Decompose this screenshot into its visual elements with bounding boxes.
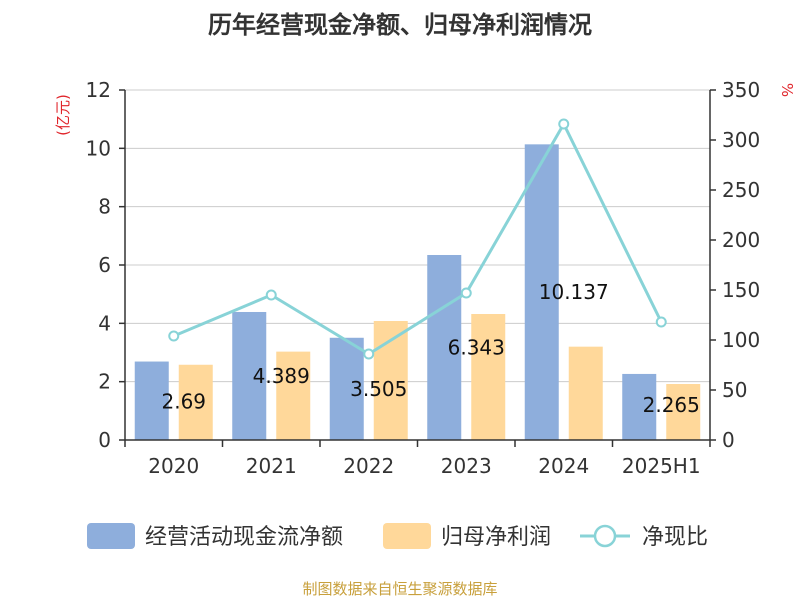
line-point [655,316,667,328]
labels-layer: 2.69 4.389 3.505 6.343 10.137 2.265 [161,280,699,417]
legend: 经营活动现金流净额 归母净利润 净现比 [87,523,708,550]
bars-layer [134,144,701,440]
bar-cashflow [134,361,169,440]
y-left-tick-label: 6 [98,253,111,277]
line-point [460,287,472,299]
bar-cashflow [622,373,657,440]
x-tick-label: 2024 [538,454,589,478]
y-right-tick-label: 200 [722,228,760,252]
bar-net-profit [666,384,701,440]
line-cash-ratio [173,120,663,356]
bar-data-label: 2.265 [643,393,700,417]
line-point [558,118,570,130]
legend-label: 经营活动现金流净额 [145,525,343,550]
legend-swatch [87,523,135,549]
bar-data-label: 4.389 [253,364,310,388]
line-layer [168,118,667,360]
bar-cashflow [232,311,267,440]
bar-cashflow [524,144,559,440]
bar-net-profit [471,314,506,440]
x-tick-label: 2025H1 [622,454,701,478]
line-point [168,330,180,342]
source-note: 制图数据来自恒生聚源数据库 [302,580,497,598]
bar-data-label: 2.69 [161,390,206,414]
y-left-tick-label: 4 [98,311,111,335]
y-left-tick-label: 8 [98,195,111,219]
x-tick-label: 2023 [441,454,492,478]
line-point [363,348,375,360]
y-right-tick-label: 300 [722,128,760,152]
y-right-tick-label: 100 [722,328,760,352]
grid-layer [125,89,710,383]
legend-marker [593,524,617,548]
x-tick-label: 2020 [148,454,199,478]
y-right-tick-label: 250 [722,178,760,202]
y-left-tick-label: 2 [98,370,111,394]
y-left-tick-label: 0 [98,428,111,452]
y-left-tick-label: 10 [86,136,111,160]
chart-title: 历年经营现金净额、归母净利润情况 [208,11,592,39]
line-point [265,289,277,301]
y-left-tick-label: 12 [86,78,111,102]
bar-data-label: 3.505 [350,377,407,401]
bar-net-profit [568,346,603,440]
bar-net-profit [178,364,213,440]
bar-cashflow [427,254,462,440]
y-left-axis-label: (亿元) [54,94,72,136]
y-right-tick-label: 50 [722,378,747,402]
bar-cashflow [329,337,364,440]
axes-layer: 0 2 4 6 8 10 12 0 50 100 150 200 250 300 350 2020 2021 20… [86,78,761,478]
legend-label: 净现比 [642,525,708,550]
y-right-tick-label: 150 [722,278,760,302]
y-right-tick-label: 350 [722,78,760,102]
y-right-tick-label: 0 [722,428,735,452]
legend-label: 归母净利润 [441,525,551,550]
legend-swatch [383,523,431,549]
bar-net-profit [276,351,311,440]
bar-data-label: 6.343 [448,335,505,359]
x-tick-label: 2022 [343,454,394,478]
x-tick-label: 2021 [246,454,297,478]
y-right-axis-label: % [778,83,796,97]
bar-data-label: 10.137 [539,280,609,304]
